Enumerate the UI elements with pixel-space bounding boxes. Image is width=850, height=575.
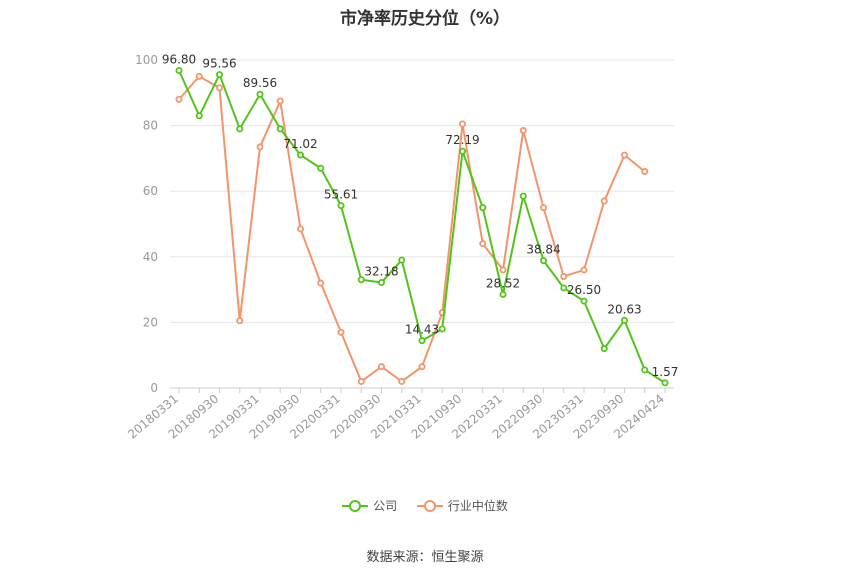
- data-point-company: [398, 256, 406, 264]
- data-point-industry: [560, 272, 568, 280]
- data-point-industry: [398, 377, 406, 385]
- y-tick-label: 80: [143, 119, 158, 133]
- data-label: 14.43: [405, 323, 439, 337]
- data-point-industry: [357, 377, 365, 385]
- data-point-company: [560, 284, 568, 292]
- data-point-industry: [175, 95, 183, 103]
- data-point-company: [296, 151, 304, 159]
- data-label: 71.02: [283, 137, 317, 151]
- data-label: 1.57: [652, 365, 679, 379]
- data-point-company: [641, 366, 649, 374]
- data-point-company: [499, 290, 507, 298]
- y-tick-label: 40: [143, 250, 158, 264]
- data-point-company: [215, 71, 223, 79]
- data-label: 26.50: [567, 283, 601, 297]
- data-label: 32.18: [364, 264, 398, 278]
- legend-item-industry[interactable]: 行业中位数: [416, 497, 508, 514]
- data-point-industry: [540, 204, 548, 212]
- legend-item-company[interactable]: 公司: [342, 497, 397, 514]
- data-point-industry: [276, 97, 284, 105]
- data-point-industry: [418, 363, 426, 371]
- data-point-company: [621, 316, 629, 324]
- series-line-industry: [178, 75, 646, 383]
- data-label: 55.61: [324, 188, 358, 202]
- y-tick-label: 100: [135, 53, 158, 67]
- data-point-company: [458, 147, 466, 155]
- line-chart: 0204060801002018033120180930201903312019…: [125, 52, 679, 441]
- data-label: 28.52: [486, 276, 520, 290]
- data-point-company: [337, 202, 345, 210]
- data-point-company: [438, 325, 446, 333]
- data-point-company: [479, 204, 487, 212]
- data-point-company: [519, 192, 527, 200]
- data-label: 72.19: [445, 133, 479, 147]
- data-point-company: [377, 278, 385, 286]
- data-label: 38.84: [526, 243, 560, 257]
- legend-company-label: 公司: [373, 499, 398, 513]
- data-point-industry: [317, 279, 325, 287]
- data-label: 20.63: [607, 302, 641, 316]
- data-point-industry: [479, 240, 487, 248]
- legend-industry-label: 行业中位数: [447, 499, 508, 513]
- data-point-company: [600, 345, 608, 353]
- data-label: 96.80: [162, 52, 196, 66]
- data-point-industry: [377, 363, 385, 371]
- data-point-industry: [337, 328, 345, 336]
- data-point-industry: [256, 143, 264, 151]
- y-tick-label: 60: [143, 184, 158, 198]
- data-point-company: [661, 379, 669, 387]
- chart-legend: 公司 行业中位数: [0, 497, 850, 515]
- data-point-industry: [236, 317, 244, 325]
- data-point-company: [276, 125, 284, 133]
- chart-title: 市净率历史分位（%）: [339, 9, 511, 29]
- data-point-industry: [499, 266, 507, 274]
- data-point-company: [256, 90, 264, 98]
- data-point-company: [236, 125, 244, 133]
- data-point-company: [357, 276, 365, 284]
- data-point-company: [175, 66, 183, 74]
- data-label: 89.56: [243, 76, 277, 90]
- data-point-industry: [621, 151, 629, 159]
- data-point-industry: [519, 127, 527, 135]
- data-point-industry: [296, 225, 304, 233]
- data-point-industry: [600, 197, 608, 205]
- data-point-company: [418, 337, 426, 345]
- data-point-industry: [580, 266, 588, 274]
- y-tick-label: 0: [150, 381, 158, 395]
- data-point-company: [195, 112, 203, 120]
- legend-industry-marker: [416, 499, 443, 512]
- data-source-note: 数据来源：恒生聚源: [366, 550, 484, 565]
- data-point-industry: [215, 84, 223, 92]
- data-point-company: [580, 297, 588, 305]
- data-point-industry: [641, 168, 649, 176]
- legend-company-marker: [342, 499, 369, 512]
- data-point-company: [540, 257, 548, 265]
- data-label: 95.56: [202, 57, 236, 71]
- data-point-industry: [195, 72, 203, 80]
- y-tick-label: 20: [143, 315, 158, 329]
- data-point-company: [317, 164, 325, 172]
- data-point-industry: [458, 120, 466, 128]
